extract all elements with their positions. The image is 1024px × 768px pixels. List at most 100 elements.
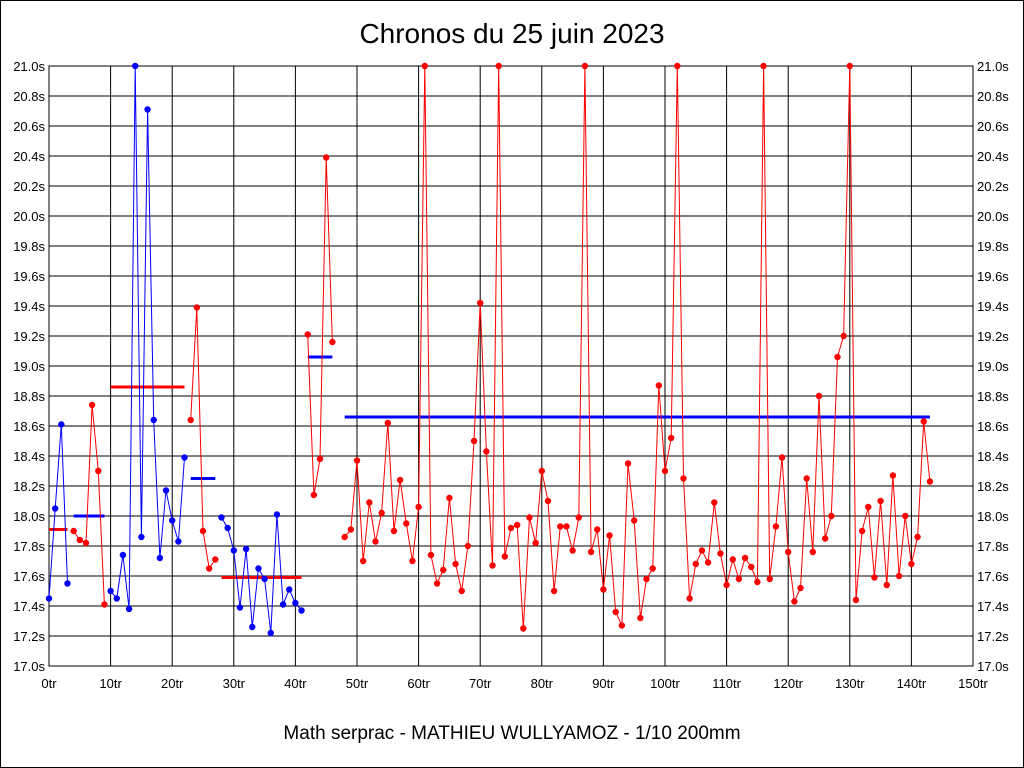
data-point	[606, 532, 613, 539]
x-tick-label: 90tr	[592, 676, 615, 691]
data-point	[292, 599, 299, 607]
data-point	[175, 538, 182, 545]
data-point	[427, 551, 435, 559]
chart-caption: Math serprac - MATHIEU WULLYAMOZ - 1/10 …	[283, 723, 741, 744]
data-point	[772, 523, 780, 530]
data-point	[717, 550, 724, 557]
data-point	[778, 454, 786, 461]
data-point	[470, 437, 478, 445]
data-point	[396, 476, 404, 484]
series-line	[344, 65, 931, 629]
data-point	[858, 527, 866, 535]
y-tick-label-right: 18.6s	[977, 419, 1009, 434]
data-point	[674, 62, 681, 70]
data-point	[458, 587, 465, 595]
y-tick-label-left: 19.0s	[13, 359, 45, 374]
data-point	[735, 575, 743, 583]
data-point	[569, 547, 576, 554]
data-point	[107, 587, 114, 595]
data-point	[403, 520, 410, 527]
y-tick-label-left: 20.2s	[13, 179, 45, 194]
data-point	[631, 517, 638, 524]
x-tick-label: 150tr	[958, 676, 988, 691]
data-point	[483, 448, 490, 455]
data-point	[507, 524, 515, 532]
data-point	[144, 106, 151, 113]
data-point	[347, 526, 355, 533]
data-point	[785, 548, 792, 556]
data-point	[594, 526, 601, 533]
data-point	[791, 598, 798, 605]
data-point	[563, 523, 570, 530]
data-point	[255, 565, 262, 572]
data-point	[452, 560, 459, 568]
data-point	[230, 547, 237, 554]
data-point	[741, 554, 749, 562]
data-point	[464, 542, 472, 550]
data-point	[538, 467, 545, 475]
data-point	[600, 586, 607, 593]
data-point	[920, 418, 927, 425]
series-line	[48, 424, 68, 599]
x-tick-label: 140tr	[897, 676, 927, 691]
x-tick-label: 80tr	[531, 676, 554, 691]
y-tick-label-left: 18.2s	[13, 479, 45, 494]
data-point	[267, 629, 274, 637]
y-tick-label-left: 18.6s	[13, 419, 45, 434]
data-point	[359, 557, 367, 565]
y-tick-label-right: 19.8s	[977, 239, 1009, 254]
y-tick-label-right: 17.2s	[977, 629, 1009, 644]
data-point	[557, 523, 564, 530]
data-point	[70, 527, 77, 535]
data-point	[532, 539, 539, 547]
y-tick-label-right: 20.0s	[977, 209, 1009, 224]
chart-title: Chronos du 25 juin 2023	[359, 18, 665, 49]
data-point	[692, 560, 699, 568]
x-tick-label: 70tr	[469, 676, 492, 691]
data-point	[809, 548, 817, 556]
data-point	[45, 595, 53, 602]
y-tick-label-left: 17.6s	[13, 569, 45, 584]
data-point	[513, 521, 521, 529]
y-tick-label-right: 18.2s	[977, 479, 1009, 494]
data-point	[895, 572, 903, 580]
data-point	[150, 416, 157, 424]
data-point	[711, 499, 718, 506]
data-point	[390, 527, 398, 535]
y-tick-label-left: 17.4s	[13, 599, 45, 614]
data-point	[877, 497, 884, 505]
y-tick-label-right: 18.4s	[977, 449, 1009, 464]
x-tick-label: 20tr	[161, 676, 184, 691]
data-point	[908, 560, 915, 568]
data-point	[926, 478, 934, 485]
data-point	[834, 353, 841, 361]
y-tick-label-left: 17.0s	[13, 659, 45, 674]
y-tick-label-right: 20.8s	[977, 89, 1009, 104]
data-point	[298, 607, 305, 614]
data-point	[575, 514, 582, 521]
data-point	[113, 595, 120, 602]
series-line	[307, 157, 333, 496]
data-point	[612, 608, 619, 616]
data-point	[353, 457, 361, 464]
data-point	[821, 535, 829, 542]
data-point	[88, 401, 96, 409]
data-point	[489, 562, 496, 569]
data-point	[550, 587, 558, 595]
y-tick-label-right: 17.4s	[977, 599, 1009, 614]
y-tick-label-left: 20.6s	[13, 119, 45, 134]
data-point	[760, 62, 767, 70]
y-tick-label-left: 20.4s	[13, 149, 45, 164]
y-tick-label-left: 20.0s	[13, 209, 45, 224]
data-point	[125, 605, 133, 613]
data-point	[187, 416, 194, 424]
data-point	[279, 601, 287, 608]
y-tick-label-right: 19.6s	[977, 269, 1009, 284]
data-point	[526, 514, 533, 521]
data-point	[199, 527, 207, 535]
data-point	[803, 475, 810, 482]
data-point	[883, 581, 890, 589]
data-point	[409, 557, 416, 565]
data-point	[286, 586, 293, 593]
